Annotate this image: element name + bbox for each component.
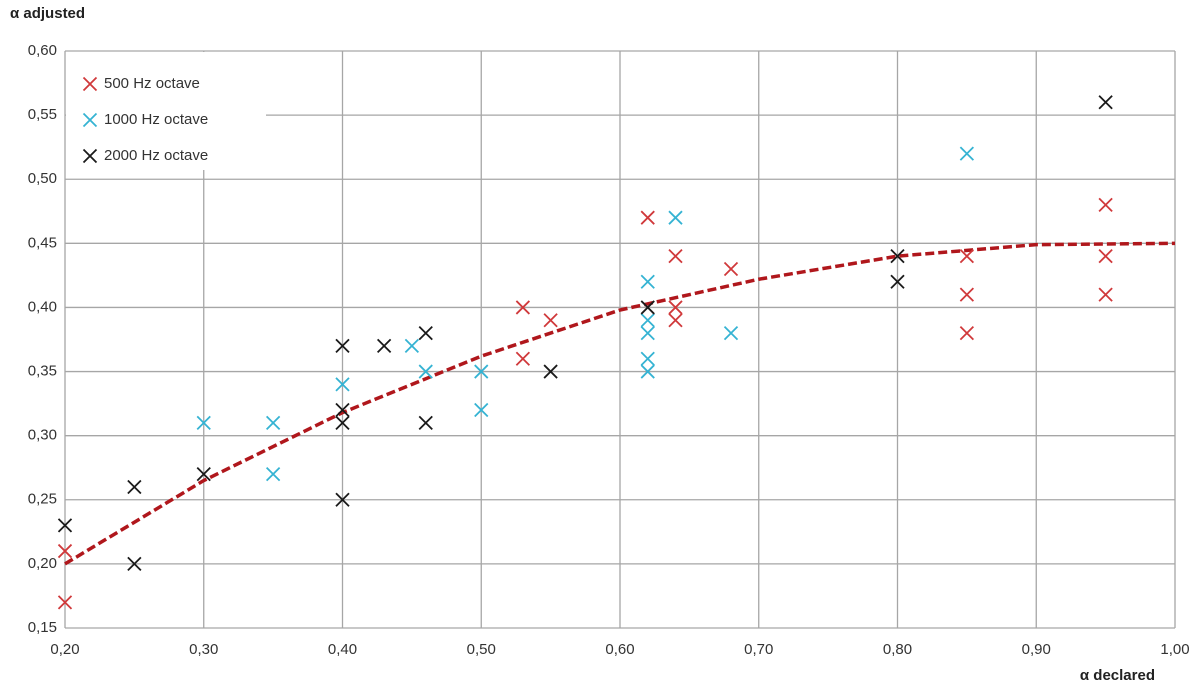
data-point: [376, 338, 392, 354]
y-tick-label: 0,35: [28, 363, 57, 380]
data-point: [265, 415, 281, 430]
data-point: [474, 402, 489, 418]
y-tick-label: 0,40: [28, 298, 57, 315]
y-tick-label: 0,25: [28, 491, 57, 508]
data-point: [1098, 95, 1113, 110]
data-point: [404, 338, 420, 354]
x-axis-title: α declared: [1080, 667, 1155, 684]
x-tick-label: 1,00: [1160, 641, 1189, 658]
x-tick-label: 0,60: [605, 641, 634, 658]
x-tick-label: 0,30: [189, 641, 218, 658]
data-point: [418, 364, 433, 379]
data-point: [640, 364, 655, 379]
data-point: [1098, 197, 1113, 213]
x-tick-label: 0,50: [467, 641, 496, 658]
y-tick-label: 0,15: [28, 619, 57, 636]
y-tick-label: 0,60: [28, 42, 57, 59]
data-point: [723, 325, 739, 341]
data-point: [723, 261, 739, 277]
y-tick-label: 0,55: [28, 106, 57, 123]
data-point: [668, 210, 683, 225]
data-point: [959, 249, 975, 264]
data-point: [640, 274, 655, 289]
legend-marker: [82, 148, 98, 164]
data-point: [668, 249, 683, 264]
data-point: [127, 479, 142, 495]
data-point: [335, 338, 350, 354]
data-point: [1098, 287, 1113, 302]
x-tick-label: 0,20: [50, 641, 79, 658]
x-tick-label: 0,70: [744, 641, 773, 658]
data-point: [668, 300, 683, 315]
y-tick-label: 0,20: [28, 555, 57, 572]
data-point: [640, 325, 655, 341]
data-point: [543, 364, 558, 379]
y-tick-label: 0,50: [28, 170, 57, 187]
data-point: [640, 313, 655, 328]
legend-label: 500 Hz octave: [104, 75, 200, 92]
legend-label: 1000 Hz octave: [104, 111, 208, 128]
y-axis-title: α adjusted: [10, 5, 85, 22]
data-point: [474, 364, 489, 379]
data-point: [959, 325, 975, 341]
data-point: [515, 300, 531, 315]
data-point: [418, 415, 433, 430]
data-point: [418, 325, 433, 341]
legend-box: [66, 52, 266, 170]
trendline: [64, 241, 1176, 566]
data-point: [543, 313, 558, 328]
legend-marker: [82, 76, 98, 92]
data-point: [57, 543, 73, 559]
data-point: [640, 210, 655, 225]
data-point: [57, 518, 73, 533]
x-tick-label: 0,80: [883, 641, 912, 658]
x-tick-label: 0,40: [328, 641, 357, 658]
data-point: [335, 377, 350, 392]
data-point: [1098, 249, 1113, 264]
data-point: [668, 313, 683, 328]
data-point: [335, 402, 350, 418]
data-point: [515, 351, 531, 366]
data-point: [265, 466, 281, 482]
data-point: [640, 351, 655, 366]
data-point: [196, 466, 211, 482]
legend-label: 2000 Hz octave: [104, 147, 208, 164]
data-point: [196, 415, 211, 430]
data-point: [890, 249, 905, 264]
y-tick-label: 0,30: [28, 427, 57, 444]
y-tick-label: 0,45: [28, 234, 57, 251]
data-point: [127, 556, 142, 572]
data-point: [959, 146, 975, 161]
data-point: [640, 300, 655, 315]
data-point: [890, 274, 905, 289]
data-point: [335, 415, 350, 430]
data-point: [335, 492, 350, 507]
data-point: [959, 287, 975, 302]
x-tick-label: 0,90: [1022, 641, 1051, 658]
legend-marker: [82, 112, 98, 128]
data-point: [57, 595, 73, 610]
